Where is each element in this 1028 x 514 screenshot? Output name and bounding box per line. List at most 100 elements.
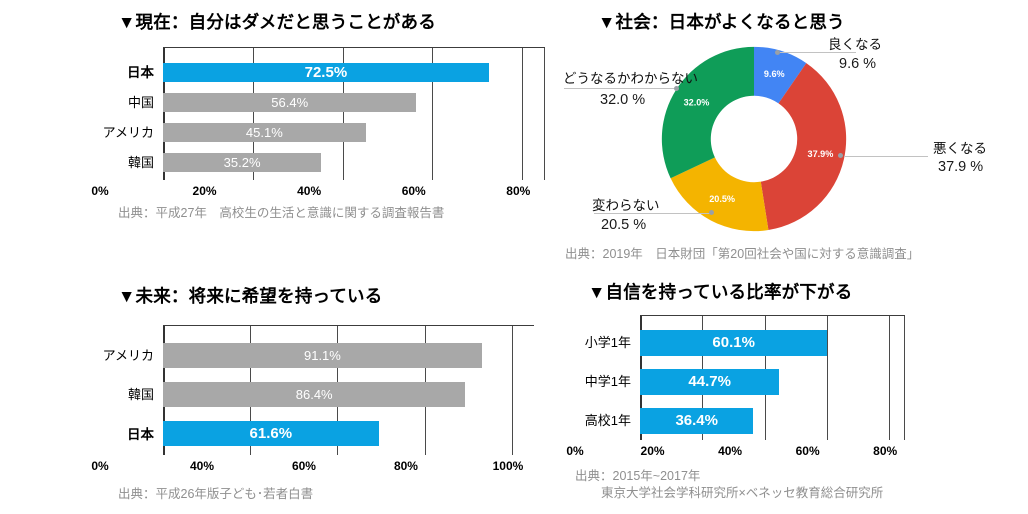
bar: 36.4% xyxy=(640,407,754,434)
source-line: 出典：2015年~2017年 xyxy=(575,469,701,483)
donut-slice xyxy=(760,63,847,231)
bar: 56.4% xyxy=(163,92,417,112)
bar-value-label: 60.1% xyxy=(712,334,755,351)
gridline xyxy=(252,48,254,180)
bar-chart-confidence: 小学1年中学1年高校1年 60.1% 44.7% 36.4% xyxy=(575,315,905,440)
axis-tick-label: 60% xyxy=(795,444,820,458)
leader-line xyxy=(780,52,856,53)
x-axis: 0% 20% 40% 60% 80% xyxy=(91,180,545,200)
gridline xyxy=(522,48,524,180)
leader-dot xyxy=(775,50,780,55)
gridline xyxy=(163,48,165,180)
donut-chart: 9.6% 37.9% 20.5% 32.0% xyxy=(661,46,847,232)
bar-value-label: 72.5% xyxy=(304,63,348,81)
bar: 35.2% xyxy=(163,152,322,172)
panel-society-donut: ▼社会：日本がよくなると思う 9.6% 37.9% 20.5% 32.0% 良くなる … xyxy=(560,6,1022,274)
bar-value-label: 35.2% xyxy=(223,154,261,170)
gridline xyxy=(826,316,828,440)
bar: 86.4% xyxy=(163,382,466,407)
axis-tick-label: 60% xyxy=(291,459,316,473)
bar: 60.1% xyxy=(640,329,828,356)
category-label: 日本 xyxy=(127,426,154,442)
bar-value-label: 61.6% xyxy=(249,425,293,442)
axis-tick-label: 20% xyxy=(640,444,665,458)
donut-callout-value: 9.6 % xyxy=(839,56,877,72)
source-note: 出典：2015年~2017年 東京大学社会学科研究所×ベネッセ教育総合研究所 xyxy=(575,468,905,502)
donut-slice-label: 20.5% xyxy=(709,194,735,204)
donut-callout-label: 良くなる xyxy=(828,37,882,52)
bar: 45.1% xyxy=(163,122,366,142)
bar: 44.7% xyxy=(640,368,780,395)
panel-future-chart: ▼未来：将来に希望を持っている アメリカ 韓国 日本 91.1% 86.4% 61.6% … xyxy=(91,282,534,503)
donut-callout-value: 32.0 % xyxy=(600,92,646,108)
x-axis: 0% 20% 40% 60% 80% xyxy=(566,440,905,460)
donut-slice-label: 37.9% xyxy=(808,149,834,159)
x-axis: 0% 40% 60% 80% 100% xyxy=(91,455,534,475)
leader-dot xyxy=(674,86,679,91)
leader-dot xyxy=(838,153,843,158)
bar-value-label: 45.1% xyxy=(245,124,283,140)
panel-confidence-chart: ▼自信を持っている比率が下がる 小学1年中学1年高校1年 60.1% 44.7% 36… xyxy=(566,278,905,502)
bar-chart-future: アメリカ韓国日本 91.1% 86.4% 61.6% xyxy=(100,325,534,455)
leader-dot xyxy=(709,210,714,215)
gridline xyxy=(432,48,434,180)
bar-value-label: 91.1% xyxy=(303,348,341,363)
category-label: 韓国 xyxy=(127,154,154,170)
bar-value-label: 44.7% xyxy=(688,373,731,390)
bar-chart-current: 日本中国アメリカ韓国 72.5% 56.4% 45.1% 35.2% xyxy=(100,47,545,180)
donut-callout-label: どうなるかわからない xyxy=(563,71,698,86)
chart-title: ▼現在：自分はダメだと思うことがある xyxy=(118,12,436,32)
leader-line xyxy=(594,213,711,214)
source-line: 東京大学社会学科研究所×ベネッセ教育総合研究所 xyxy=(601,486,884,500)
axis-tick-label: 80% xyxy=(873,444,898,458)
leader-line xyxy=(844,156,928,157)
donut-callout-value: 20.5 % xyxy=(601,217,647,233)
category-label: 中国 xyxy=(127,94,154,110)
donut-callout-label: 悪くなる xyxy=(933,141,987,156)
axis-tick-label: 60% xyxy=(401,184,426,198)
category-label: アメリカ xyxy=(102,348,154,363)
axis-tick-label: 80% xyxy=(393,459,418,473)
axis-tick-label: 20% xyxy=(192,184,217,198)
panel-current-chart: ▼現在：自分はダメだと思うことがある 日本中国アメリカ韓国 72.5% 56.4% 4… xyxy=(91,8,545,222)
donut-slice xyxy=(661,46,754,179)
gridline-edge xyxy=(904,316,905,440)
source-note: 出典：平成27年 高校生の生活と意識に関する調査報告書 xyxy=(118,206,445,220)
category-label: 日本 xyxy=(127,65,154,80)
source-note: 出典：平成26年版子ども･若者白書 xyxy=(118,487,314,501)
axis-tick-label: 100% xyxy=(492,459,524,473)
donut-slice-label: 9.6% xyxy=(764,69,785,79)
category-label: 小学1年 xyxy=(584,335,631,350)
gridline xyxy=(511,326,513,455)
axis-tick-label: 0% xyxy=(91,184,109,198)
axis-tick-label: 40% xyxy=(297,184,322,198)
axis-tick-label: 40% xyxy=(718,444,743,458)
chart-title: ▼未来：将来に希望を持っている xyxy=(118,286,383,306)
donut-slice xyxy=(754,46,807,104)
category-label: 韓国 xyxy=(127,387,154,402)
axis-tick-label: 0% xyxy=(91,459,109,473)
axis-tick-label: 80% xyxy=(506,184,531,198)
axis-tick-label: 40% xyxy=(189,459,214,473)
bar-value-label: 56.4% xyxy=(271,94,309,110)
category-label: 中学1年 xyxy=(584,374,631,389)
donut-callout-value: 37.9 % xyxy=(938,159,984,175)
source-note: 出典：2019年 日本財団「第20回社会や国に対する意識調査」 xyxy=(565,247,920,261)
gridline xyxy=(342,48,344,180)
category-label: アメリカ xyxy=(102,124,154,140)
donut-slice xyxy=(670,157,769,232)
bar-value-label: 86.4% xyxy=(295,387,333,402)
gridline-edge xyxy=(544,48,545,180)
bar: 91.1% xyxy=(163,343,482,368)
bar: 72.5% xyxy=(163,62,489,82)
axis-tick-label: 0% xyxy=(566,444,584,458)
bar-value-label: 36.4% xyxy=(675,412,718,429)
chart-title: ▼自信を持っている比率が下がる xyxy=(588,282,853,302)
chart-title: ▼社会：日本がよくなると思う xyxy=(598,12,845,32)
bar: 61.6% xyxy=(163,421,379,446)
category-label: 高校1年 xyxy=(584,413,631,428)
gridline xyxy=(889,316,891,440)
donut-slice-label: 32.0% xyxy=(684,97,710,107)
leader-line xyxy=(564,88,676,89)
